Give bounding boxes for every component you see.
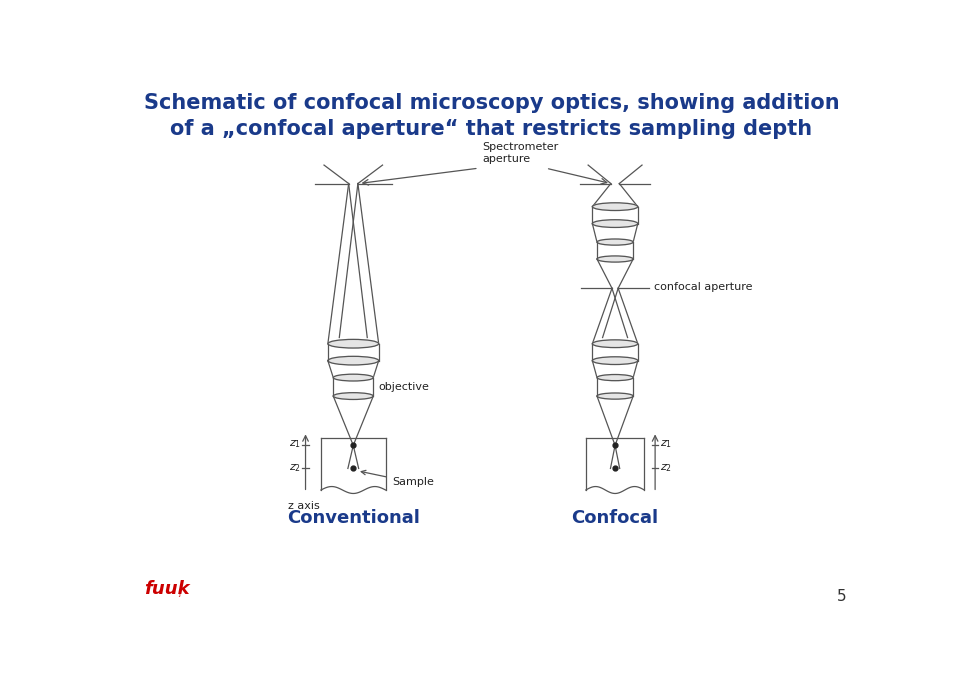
Text: $z_2$: $z_2$ <box>660 462 671 473</box>
Text: Confocal: Confocal <box>572 509 659 527</box>
Text: $z_2$: $z_2$ <box>289 462 301 473</box>
Ellipse shape <box>334 374 373 381</box>
Ellipse shape <box>328 340 379 348</box>
Text: $z_1$: $z_1$ <box>289 439 301 451</box>
Text: fuuk: fuuk <box>144 580 190 598</box>
Ellipse shape <box>593 220 638 227</box>
Text: objective: objective <box>378 382 429 392</box>
Text: Sample: Sample <box>362 471 433 487</box>
Ellipse shape <box>596 393 633 399</box>
Text: of a „confocal aperture“ that restricts sampling depth: of a „confocal aperture“ that restricts … <box>171 119 812 139</box>
Text: Spectrometer
aperture: Spectrometer aperture <box>482 142 559 163</box>
Ellipse shape <box>593 357 638 364</box>
Text: $z_1$: $z_1$ <box>660 439 672 451</box>
Ellipse shape <box>593 203 638 211</box>
Text: ⱼ: ⱼ <box>177 588 179 598</box>
Text: Conventional: Conventional <box>287 509 420 527</box>
Ellipse shape <box>328 356 379 365</box>
Text: z axis: z axis <box>288 501 320 511</box>
Ellipse shape <box>596 375 633 380</box>
Text: Schematic of confocal microscopy optics, showing addition: Schematic of confocal microscopy optics,… <box>144 94 839 114</box>
Ellipse shape <box>596 256 633 262</box>
Ellipse shape <box>334 393 373 400</box>
Text: confocal aperture: confocal aperture <box>654 282 752 293</box>
Ellipse shape <box>596 239 633 245</box>
Text: 5: 5 <box>836 589 846 604</box>
Ellipse shape <box>593 340 638 347</box>
